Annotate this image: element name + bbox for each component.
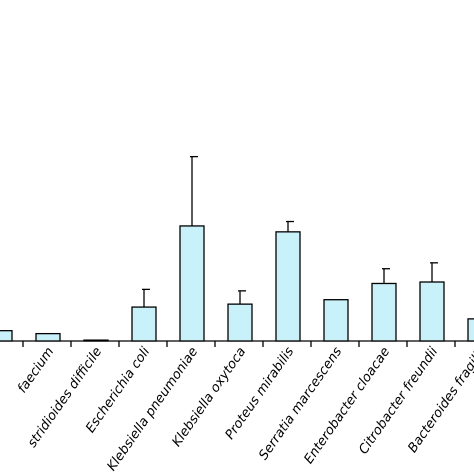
bar-3 — [131, 306, 157, 342]
x-tick-label-7: Serratia marcescens — [256, 345, 345, 463]
bar-7 — [323, 299, 349, 342]
bar-5 — [227, 303, 253, 342]
x-tick-label-4: Klebsiella pneumoniae — [105, 345, 202, 474]
bar-10 — [467, 318, 474, 342]
bar-4 — [179, 225, 205, 342]
x-ticks-group — [22, 341, 456, 347]
bar-1 — [35, 332, 61, 342]
bar-8 — [371, 282, 397, 342]
x-tick-label-10: Bacteroides fragilis — [405, 345, 474, 456]
bar-6 — [275, 231, 301, 342]
bar-0 — [0, 330, 13, 342]
bar-9 — [419, 281, 445, 342]
bars-group — [0, 155, 474, 342]
x-tick-label-1: faecium — [15, 345, 57, 396]
bar-2 — [83, 339, 109, 342]
x-tick-label-8: Enterobacter cloacae — [302, 345, 394, 467]
